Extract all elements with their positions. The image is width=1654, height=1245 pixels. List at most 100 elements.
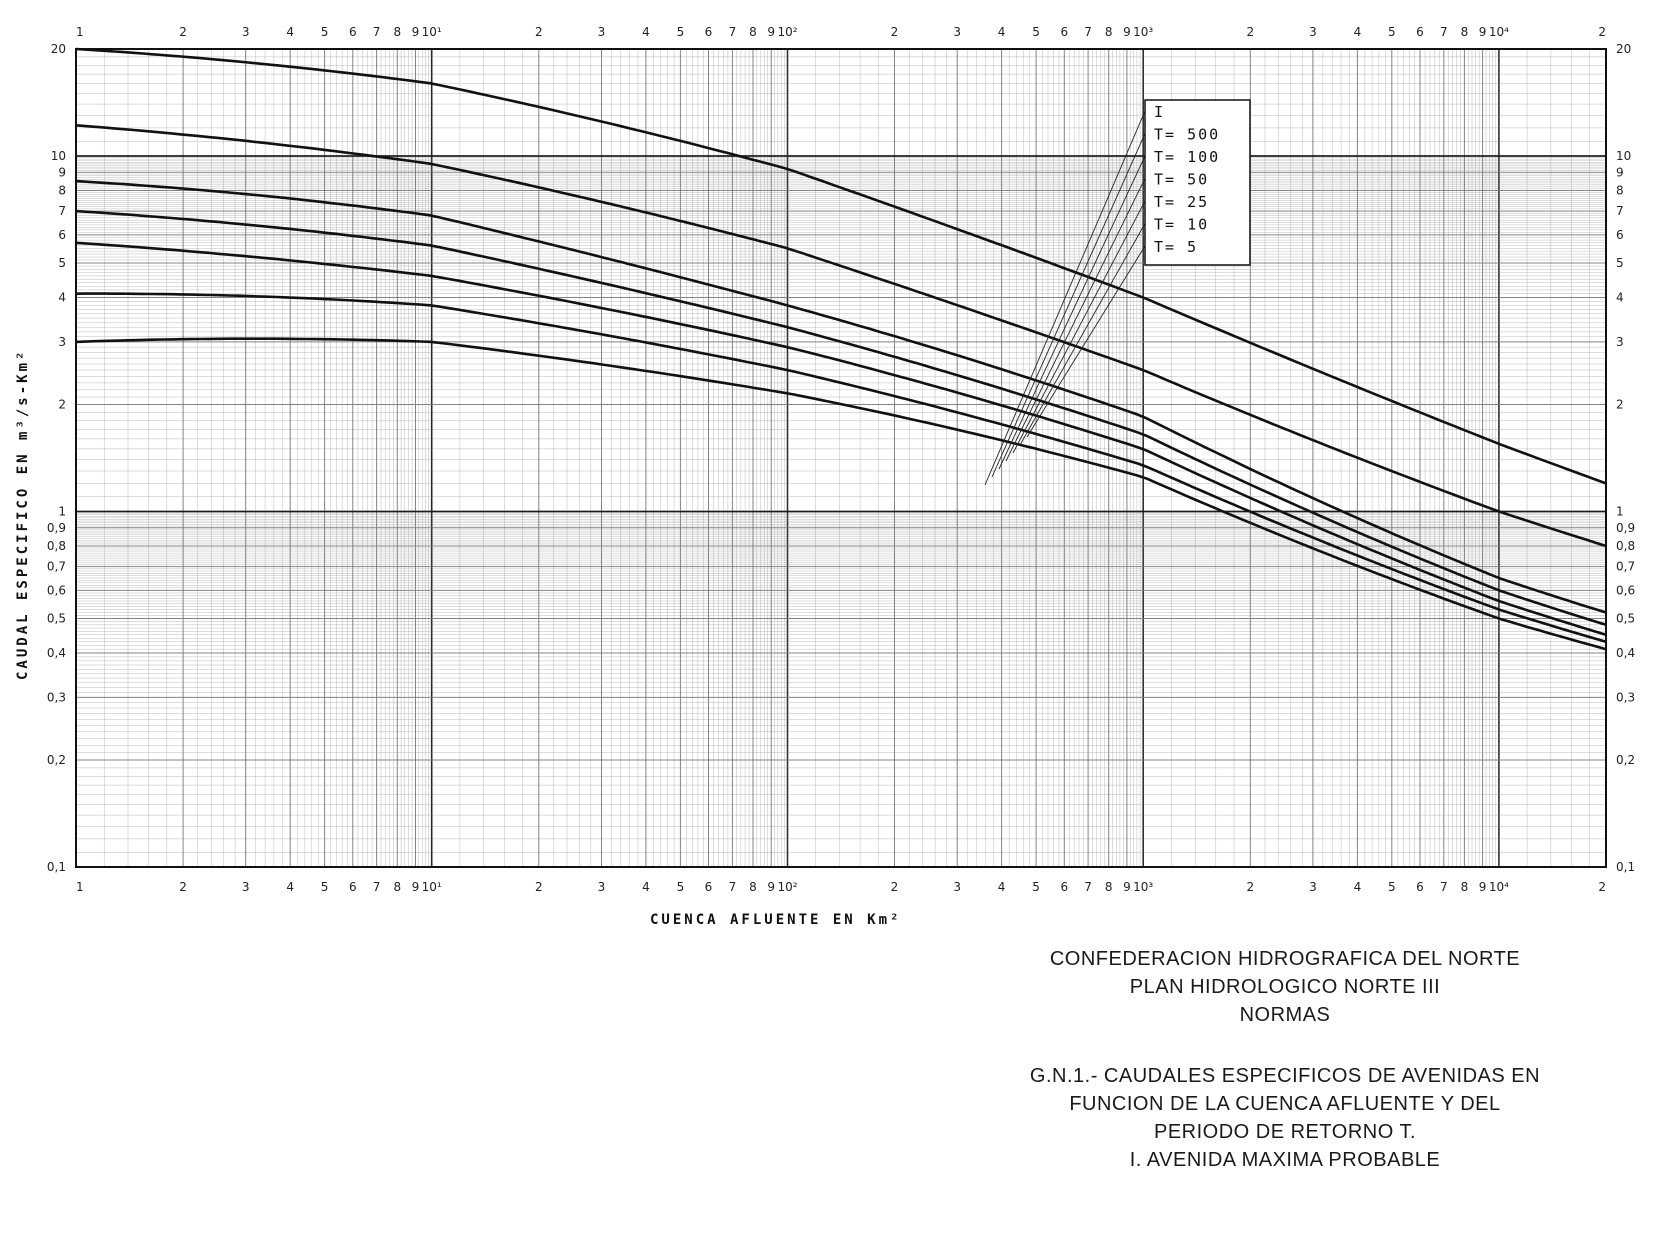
x-tick-label-bottom: 3 — [598, 880, 606, 894]
x-axis-label: CUENCA AFLUENTE EN Km² — [650, 912, 901, 928]
x-tick-label-bottom: 4 — [642, 880, 650, 894]
x-tick-label-top: 9 — [1123, 25, 1131, 39]
y-tick-label-right: 2 — [1616, 398, 1624, 412]
x-tick-label-bottom: 6 — [1416, 880, 1424, 894]
y-tick-label-right: 0,4 — [1616, 646, 1635, 660]
x-tick-label-top: 8 — [749, 25, 757, 39]
y-tick-label-right: 4 — [1616, 291, 1624, 305]
caption-figure-line3: PERIODO DE RETORNO T. — [1153, 1121, 1417, 1143]
y-tick-label-left: 10 — [51, 149, 66, 163]
y-tick-label-right: 0,1 — [1616, 860, 1635, 874]
x-tick-label-top: 3 — [242, 25, 250, 39]
y-tick-label-right: 0,2 — [1616, 753, 1635, 767]
x-tick-label-top: 8 — [1461, 25, 1469, 39]
x-tick-label-bottom: 5 — [677, 880, 685, 894]
y-tick-label-left: 0,4 — [47, 646, 66, 660]
legend: I T= 500 T= 100 T= 50 T= 25 T= 10 T= 5 — [984, 99, 1251, 486]
x-tick-label-top: 7 — [1440, 25, 1448, 39]
y-tick-labels-right: 20 10 9 8 7 6 5 4 3 2 1 0,9 0,8 0,7 0,6 0,5 0,4 0,3 0,2 0,1 — [1616, 42, 1635, 874]
y-tick-label-right: 9 — [1616, 165, 1624, 179]
y-tick-label-left: 5 — [58, 256, 66, 270]
caption-block-figure: G.N.1.- CAUDALES ESPECIFICOS DE AVENIDAS… — [965, 1062, 1605, 1174]
y-tick-label-right: 0,9 — [1616, 521, 1635, 535]
y-axis-label: CAUDAL ESPECIFICO EN m³/s-Km² — [15, 349, 31, 680]
caption-figure-line4: I. AVENIDA MAXIMA PROBABLE — [1129, 1149, 1441, 1171]
x-tick-label-bottom: 8 — [393, 880, 401, 894]
y-tick-label-right: 0,5 — [1616, 612, 1635, 626]
x-tick-label-top: 6 — [1060, 25, 1068, 39]
y-tick-label-left: 6 — [58, 228, 66, 242]
legend-leader-lines — [984, 110, 1146, 486]
x-tick-label-top: 5 — [321, 25, 329, 39]
x-tick-label-top: 7 — [729, 25, 737, 39]
legend-entry: T= 25 — [1154, 193, 1209, 211]
x-tick-label-bottom: 7 — [373, 880, 381, 894]
y-tick-label-left: 7 — [58, 204, 66, 218]
x-tick-label-bottom: 8 — [1105, 880, 1113, 894]
x-tick-label-top: 7 — [1084, 25, 1092, 39]
series-line — [75, 209, 1607, 627]
legend-entry: I — [1154, 103, 1165, 121]
x-tick-label-bottom: 4 — [998, 880, 1006, 894]
y-tick-label-right: 7 — [1616, 204, 1624, 218]
caption-normas: NORMAS — [1239, 1004, 1331, 1026]
y-tick-label-left: 0,5 — [47, 612, 66, 626]
y-tick-label-left: 4 — [58, 291, 66, 305]
y-tick-label-left: 0,6 — [47, 583, 66, 597]
x-tick-label-top: 9 — [412, 25, 420, 39]
y-tick-label-right: 0,6 — [1616, 583, 1635, 597]
x-tick-label-top: 4 — [642, 25, 650, 39]
y-tick-label-right: 10 — [1616, 149, 1631, 163]
series-line — [75, 241, 1607, 637]
series-line — [75, 124, 1607, 548]
y-tick-label-right: 20 — [1616, 42, 1631, 56]
x-tick-label-bottom: 4 — [1354, 880, 1362, 894]
y-tick-label-right: 5 — [1616, 256, 1624, 270]
grid — [75, 48, 1607, 868]
legend-entry: T= 5 — [1154, 238, 1198, 256]
x-tick-label-bottom: 8 — [1461, 880, 1469, 894]
x-tick-label-bottom: 5 — [1032, 880, 1040, 894]
series-line — [75, 179, 1607, 614]
x-tick-label-bottom: 6 — [1060, 880, 1068, 894]
x-tick-label-top: 9 — [1479, 25, 1487, 39]
x-tick-label-top: 5 — [1388, 25, 1396, 39]
y-tick-label-left: 2 — [58, 398, 66, 412]
legend-leader-line — [998, 155, 1146, 470]
x-tick-label-top: 2 — [535, 25, 543, 39]
y-tick-label-left: 0,3 — [47, 690, 66, 704]
x-tick-label-top: 9 — [767, 25, 775, 39]
legend-box — [1144, 99, 1251, 266]
x-tick-label-top: 4 — [998, 25, 1006, 39]
x-tick-label-bottom: 7 — [1084, 880, 1092, 894]
x-tick-label-top: 10⁴ — [1489, 25, 1509, 39]
x-tick-label-bottom: 5 — [321, 880, 329, 894]
y-tick-label-right: 0,3 — [1616, 690, 1635, 704]
series-line — [75, 337, 1607, 651]
x-tick-label-bottom: 2 — [1246, 880, 1254, 894]
x-tick-label-top: 2 — [1246, 25, 1254, 39]
y-tick-label-left: 9 — [58, 165, 66, 179]
x-tick-label-bottom: 7 — [729, 880, 737, 894]
legend-leader-line — [1012, 200, 1146, 454]
x-tick-label-top: 2 — [891, 25, 899, 39]
x-tick-label-bottom: 9 — [412, 880, 420, 894]
y-tick-label-left: 20 — [51, 42, 66, 56]
x-tick-label-top: 6 — [705, 25, 713, 39]
x-tick-label-bottom: 3 — [242, 880, 250, 894]
y-tick-label-left: 0,8 — [47, 539, 66, 553]
y-tick-label-right: 1 — [1616, 505, 1624, 519]
x-tick-label-bottom: 2 — [891, 880, 899, 894]
x-tick-label-bottom: 10² — [777, 880, 797, 894]
caption-figure-line2: FUNCION DE LA CUENCA AFLUENTE Y DEL — [1069, 1093, 1501, 1115]
legend-entries: I T= 500 T= 100 T= 50 T= 25 T= 10 T= 5 — [1154, 103, 1218, 256]
legend-leader-line — [1005, 178, 1146, 462]
y-tick-label-left: 0,9 — [47, 521, 66, 535]
y-tick-label-right: 3 — [1616, 335, 1624, 349]
caption-org: CONFEDERACION HIDROGRAFICA DEL NORTE — [1049, 948, 1521, 970]
x-tick-label-top: 5 — [677, 25, 685, 39]
y-tick-label-right: 0,8 — [1616, 539, 1635, 553]
x-tick-label-top: 1 — [76, 25, 84, 39]
x-tick-labels-bottom: 1 2 3 4 5 6 7 8 9 10¹ 2 3 4 5 6 7 8 9 10² 2 3 4 5 6 7 8 9 10³ 2 3 4 5 6 7… — [76, 880, 1606, 894]
